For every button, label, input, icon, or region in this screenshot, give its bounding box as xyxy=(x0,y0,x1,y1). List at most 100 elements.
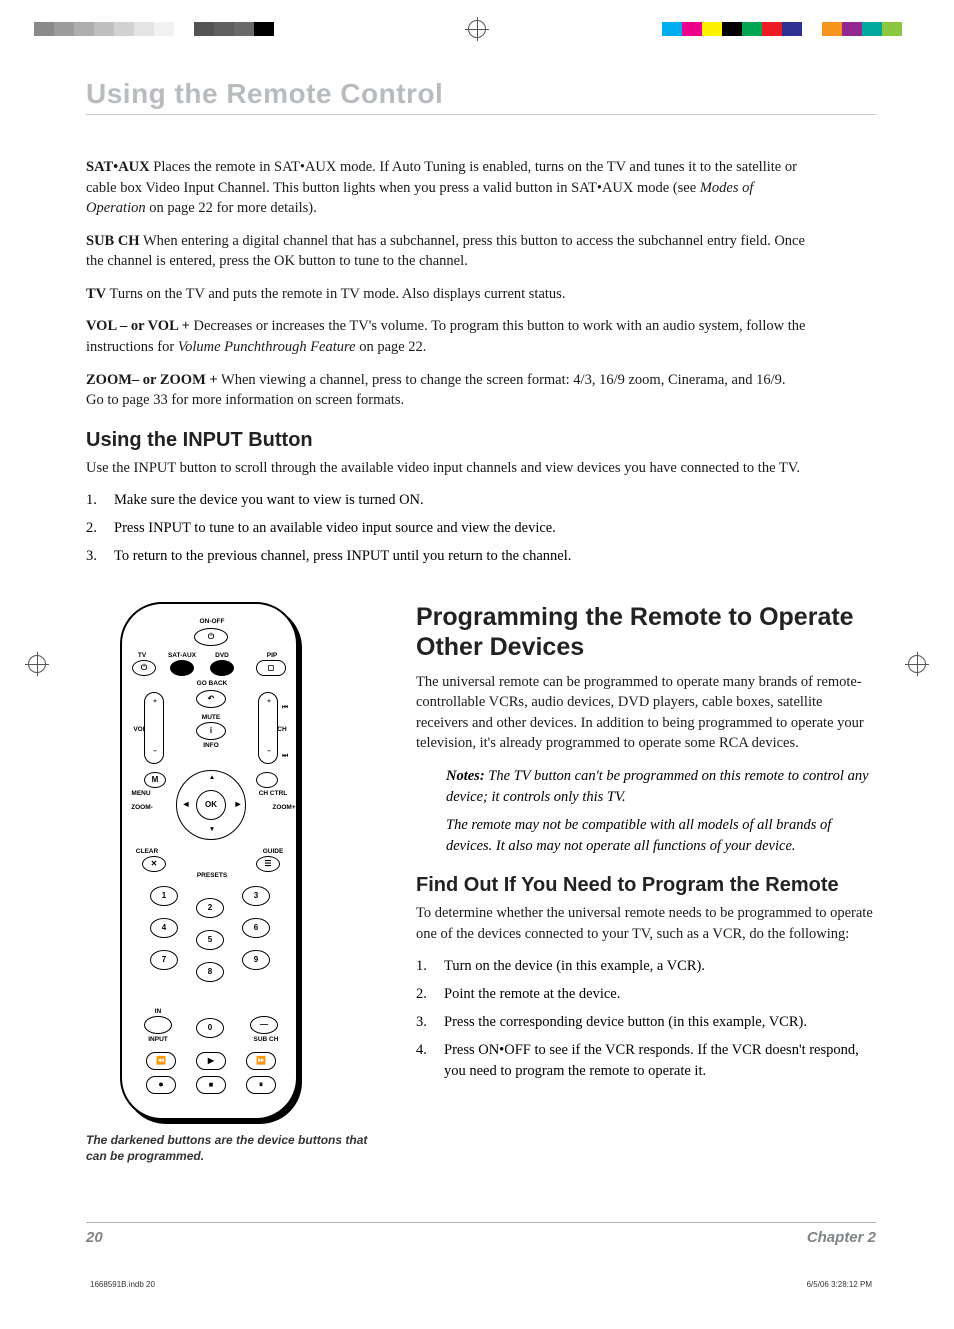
remote-label: + xyxy=(264,698,274,705)
color-swatch xyxy=(882,22,902,36)
remote-column: ON-OFF⏻TV⏻SAT-AUXDVDPIP◻GO BACK↶VOL+−CH+… xyxy=(86,602,386,1164)
dvd-button xyxy=(210,660,234,676)
color-swatch xyxy=(34,22,54,36)
rewind-button: ⏪ xyxy=(146,1052,176,1070)
keypad-2: 2 xyxy=(196,898,224,918)
input-button-section: Using the INPUT Button Use the INPUT but… xyxy=(86,429,806,568)
chapter-label: Chapter 2 xyxy=(807,1229,876,1246)
record-button: ⏺ xyxy=(146,1076,176,1094)
color-swatch xyxy=(862,22,882,36)
stop-button: ⏹ xyxy=(196,1076,226,1094)
definition-term: TV xyxy=(86,286,106,302)
remote-label: ON-OFF xyxy=(192,618,232,625)
remote-label: ZOOM+ xyxy=(268,804,300,811)
remote-label: INPUT xyxy=(142,1036,174,1043)
color-swatch xyxy=(194,22,214,36)
definition-para: SAT•AUX Places the remote in SAT•AUX mod… xyxy=(86,157,806,219)
definition-term: SUB CH xyxy=(86,233,140,249)
remote-label: SUB CH xyxy=(246,1036,286,1043)
keypad-7: 7 xyxy=(150,950,178,970)
footer-rule xyxy=(86,1222,876,1223)
color-swatch xyxy=(74,22,94,36)
programming-heading: Programming the Remote to Operate Other … xyxy=(416,602,876,662)
input-intro: Use the INPUT button to scroll through t… xyxy=(86,458,806,479)
step-item: Point the remote at the device. xyxy=(416,984,876,1006)
definition-term: ZOOM– or ZOOM + xyxy=(86,372,218,388)
color-swatch xyxy=(134,22,154,36)
notes-block: Notes: The TV button can't be programmed… xyxy=(446,766,876,856)
remote-label: + xyxy=(150,698,160,705)
input-steps: Make sure the device you want to view is… xyxy=(86,490,806,567)
color-swatch xyxy=(254,22,274,36)
step-item: Turn on the device (in this example, a V… xyxy=(416,956,876,978)
definition-italic: Modes of Operation xyxy=(86,180,753,217)
color-swatch xyxy=(722,22,742,36)
step-item: Press INPUT to tune to an available vide… xyxy=(86,518,806,540)
color-swatch xyxy=(234,22,254,36)
keypad-5: 5 xyxy=(196,930,224,950)
color-swatch xyxy=(822,22,842,36)
color-swatch xyxy=(682,22,702,36)
remote-label: ▶ xyxy=(232,800,244,808)
keypad-0: 0 xyxy=(196,1018,224,1038)
remote-label: CH CTRL xyxy=(252,790,294,797)
color-swatch xyxy=(802,22,822,36)
remote-label: ZOOM- xyxy=(126,804,158,811)
color-swatch xyxy=(662,22,682,36)
remote-label: ▲ xyxy=(206,774,218,781)
remote-label: ▼ xyxy=(206,826,218,833)
remote-label: INFO xyxy=(198,742,224,749)
color-swatch xyxy=(762,22,782,36)
chapter-heading: Using the Remote Control xyxy=(86,78,876,110)
tv-button: ⏻ xyxy=(132,660,156,676)
keypad-4: 4 xyxy=(150,918,178,938)
info-button: i xyxy=(196,722,226,740)
remote-label: ⏭ xyxy=(278,752,292,760)
page-footer: 20 Chapter 2 xyxy=(86,1229,876,1246)
step-item: Press ON•OFF to see if the VCR responds.… xyxy=(416,1040,876,1084)
ok-button: OK xyxy=(196,790,226,820)
programming-column: Programming the Remote to Operate Other … xyxy=(416,602,876,1164)
keypad-3: 3 xyxy=(242,886,270,906)
registration-mark-right xyxy=(908,655,926,673)
find-out-intro: To determine whether the universal remot… xyxy=(416,903,876,944)
print-metadata: 1668591B.indb 20 6/5/06 3:28:12 PM xyxy=(90,1280,872,1289)
remote-label: IN xyxy=(150,1008,166,1015)
color-swatch xyxy=(214,22,234,36)
remote-label: − xyxy=(150,748,160,755)
step-item: Press the corresponding device button (i… xyxy=(416,1012,876,1034)
print-file: 1668591B.indb 20 xyxy=(90,1280,155,1289)
page-number: 20 xyxy=(86,1229,103,1246)
color-bar-left xyxy=(34,22,274,36)
definition-term: SAT•AUX xyxy=(86,159,150,175)
find-out-heading: Find Out If You Need to Program the Remo… xyxy=(416,874,876,897)
pause-button: ⏸ xyxy=(246,1076,276,1094)
color-swatch xyxy=(782,22,802,36)
m-button: M xyxy=(144,772,166,788)
note-1: The TV button can't be programmed on thi… xyxy=(446,768,869,805)
definition-para: VOL – or VOL + Decreases or increases th… xyxy=(86,316,806,357)
color-swatch xyxy=(842,22,862,36)
registration-mark-left xyxy=(28,655,46,673)
ch-ctrl-button xyxy=(256,772,278,788)
color-swatch xyxy=(174,22,194,36)
page-content: Using the Remote Control SAT•AUX Places … xyxy=(0,0,954,1329)
remote-label: PRESETS xyxy=(192,872,232,879)
step-item: Make sure the device you want to view is… xyxy=(86,490,806,512)
remote-label: TV xyxy=(132,652,152,659)
color-swatch xyxy=(94,22,114,36)
notes-label: Notes: xyxy=(446,768,485,784)
heading-rule xyxy=(86,114,876,115)
remote-label: CLEAR xyxy=(132,848,162,855)
input-heading: Using the INPUT Button xyxy=(86,429,806,452)
guide-button: ☰ xyxy=(256,856,280,872)
remote-diagram: ON-OFF⏻TV⏻SAT-AUXDVDPIP◻GO BACK↶VOL+−CH+… xyxy=(118,602,318,1122)
remote-label: DVD xyxy=(210,652,234,659)
color-swatch xyxy=(114,22,134,36)
remote-label: PIP xyxy=(260,652,284,659)
play-button: ▶ xyxy=(196,1052,226,1070)
keypad-9: 9 xyxy=(242,950,270,970)
clear-button: ✕ xyxy=(142,856,166,872)
sub-ch-button: — xyxy=(250,1016,278,1034)
remote-label: ⏮ xyxy=(278,704,292,712)
